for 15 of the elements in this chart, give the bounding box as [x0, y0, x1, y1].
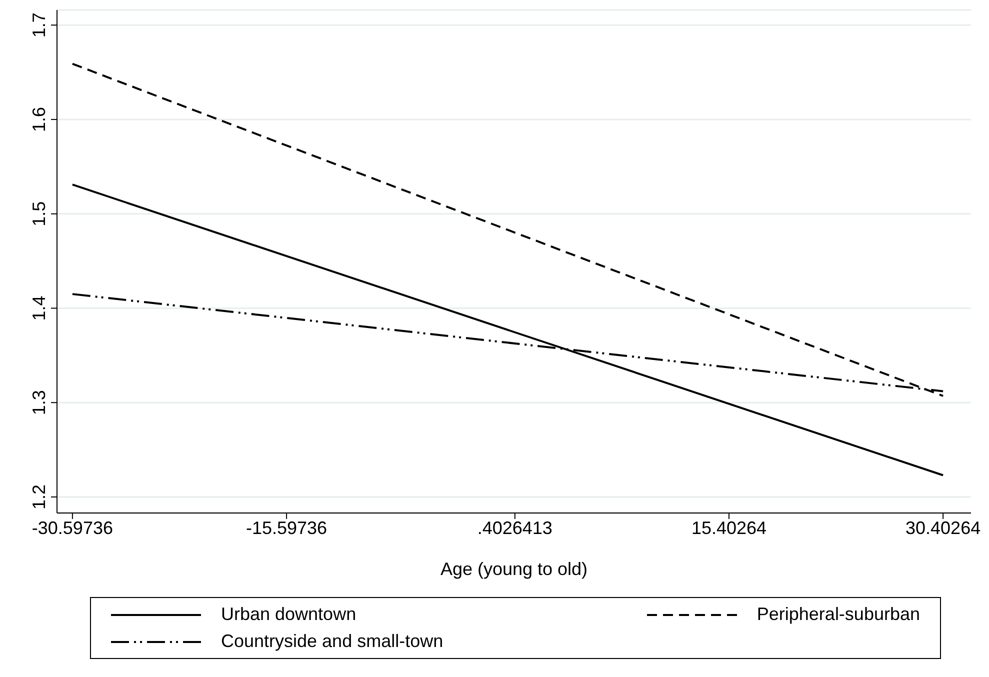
- x-tick-label: 30.40264: [906, 518, 981, 538]
- x-axis-title: Age (young to old): [440, 559, 588, 579]
- legend-label: Countryside and small-town: [221, 631, 444, 652]
- y-tick-label: 1.6: [29, 106, 49, 132]
- x-tick-label: -30.59736: [32, 518, 113, 538]
- y-tick-label: 1.2: [29, 484, 49, 510]
- legend-label: Peripheral-suburban: [756, 604, 920, 625]
- y-tick-label: 1.7: [29, 12, 49, 38]
- legend-label: Urban downtown: [221, 604, 356, 625]
- x-tick-label: -15.59736: [246, 518, 328, 538]
- x-tick-label: 15.40264: [691, 518, 767, 538]
- y-tick-label: 1.4: [29, 296, 49, 321]
- y-tick-label: 1.3: [29, 390, 49, 416]
- x-tick-label: .4026413: [477, 518, 552, 538]
- y-tick-label: 1.5: [29, 201, 49, 226]
